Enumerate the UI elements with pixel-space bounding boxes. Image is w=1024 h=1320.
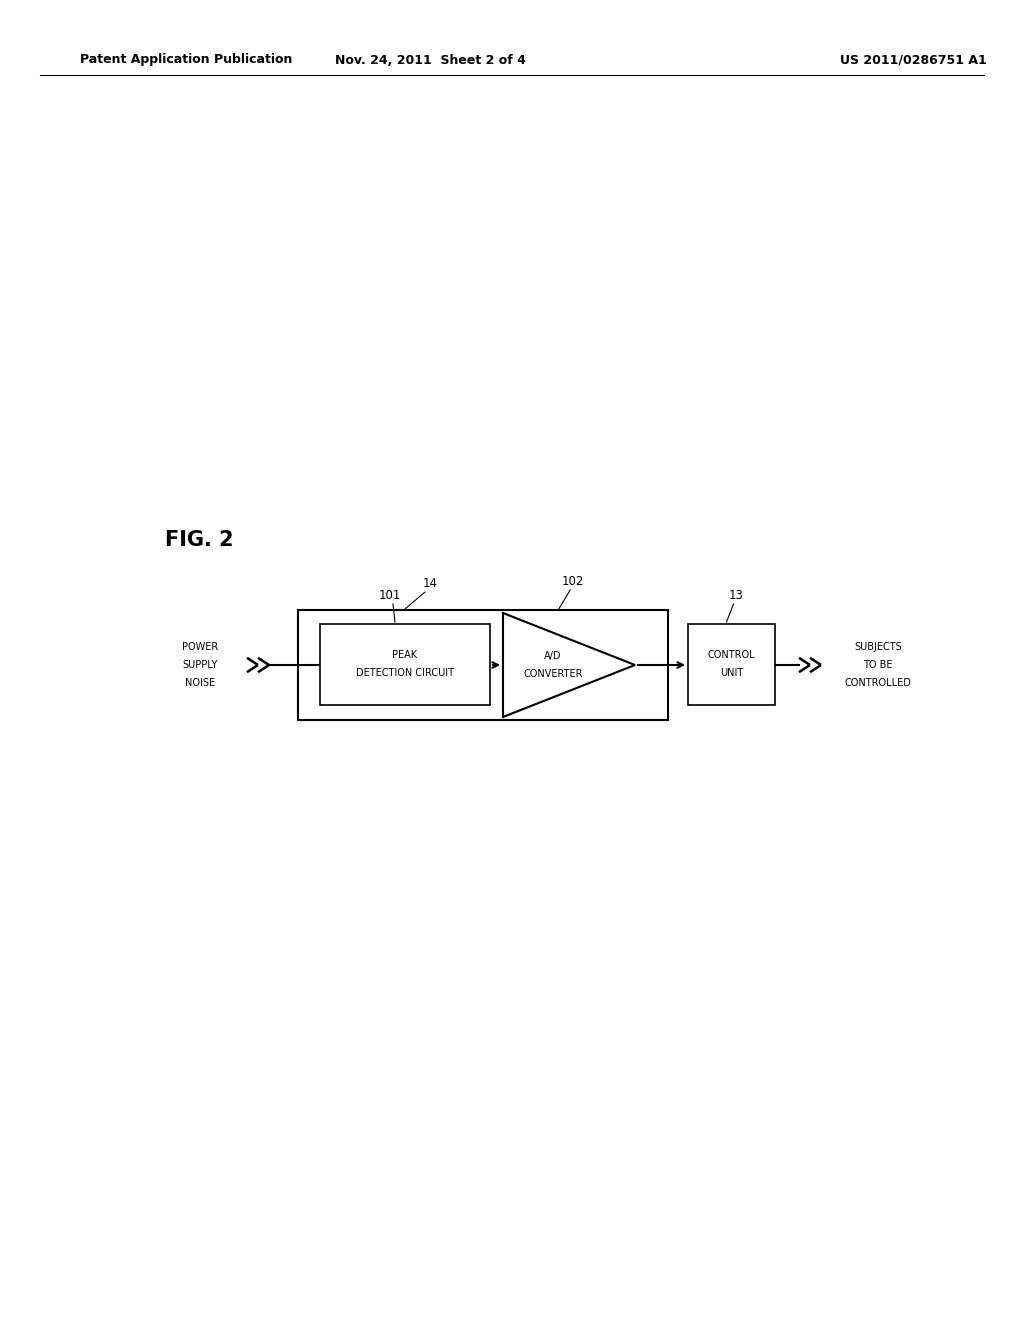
Text: NOISE: NOISE [185,678,215,688]
Text: SUBJECTS: SUBJECTS [854,642,902,652]
Text: 13: 13 [729,589,744,602]
Text: CONTROL: CONTROL [708,651,756,660]
Text: DETECTION CIRCUIT: DETECTION CIRCUIT [356,668,454,678]
Text: Patent Application Publication: Patent Application Publication [80,54,293,66]
Text: FIG. 2: FIG. 2 [165,531,233,550]
Text: CONTROLLED: CONTROLLED [845,678,911,688]
Text: TO BE: TO BE [863,660,893,671]
Text: US 2011/0286751 A1: US 2011/0286751 A1 [840,54,987,66]
Text: SUPPLY: SUPPLY [182,660,218,671]
Bar [319,624,490,705]
Polygon shape [503,612,635,717]
Text: UNIT: UNIT [720,668,743,678]
Text: A/D: A/D [545,651,562,661]
Text: CONVERTER: CONVERTER [523,669,583,678]
Text: POWER: POWER [182,642,218,652]
Text: Nov. 24, 2011  Sheet 2 of 4: Nov. 24, 2011 Sheet 2 of 4 [335,54,525,66]
Text: 14: 14 [423,577,437,590]
Text: 102: 102 [562,576,585,587]
Text: PEAK: PEAK [392,651,418,660]
Bar [688,624,775,705]
Text: 101: 101 [379,589,401,602]
Bar [298,610,668,719]
